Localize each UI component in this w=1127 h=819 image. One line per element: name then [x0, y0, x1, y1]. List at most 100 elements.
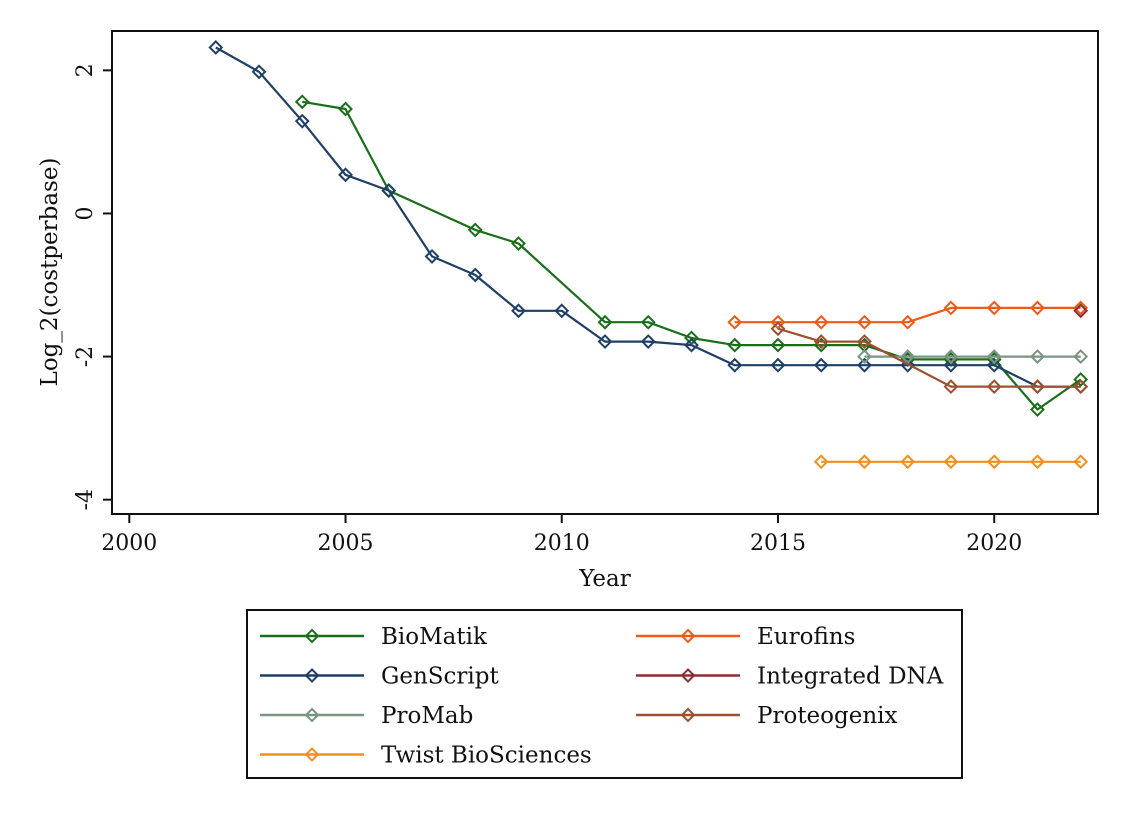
data-point [900, 314, 916, 330]
data-point [943, 349, 959, 364]
legend-label: Integrated DNA [757, 664, 944, 690]
data-point [986, 300, 1002, 316]
legend-item-genscript: GenScript [260, 664, 500, 690]
legend-item-eurofins: Eurofins [636, 624, 855, 650]
data-point [467, 222, 483, 238]
legend-label: BioMatik [381, 624, 488, 650]
data-point [943, 454, 959, 470]
legend-label: Proteogenix [757, 703, 898, 729]
series-eurofins [727, 300, 1089, 330]
data-point [1030, 402, 1045, 417]
y-tick-label: 2 [73, 63, 98, 77]
data-point [511, 303, 526, 319]
data-point [727, 314, 743, 330]
data-point [1073, 372, 1089, 387]
legend-label: Eurofins [757, 624, 855, 650]
data-point [857, 349, 872, 364]
series-line-eurofins [734, 306, 1081, 324]
legend-swatch-marker [304, 668, 320, 683]
series-proteogenix [770, 321, 1089, 395]
data-point [467, 267, 483, 283]
data-point [857, 454, 872, 470]
data-point [900, 454, 916, 470]
data-point [986, 379, 1002, 395]
series-integrated-dna [1073, 303, 1089, 319]
y-tick-label: 0 [73, 206, 98, 220]
data-point [813, 334, 829, 349]
data-point [511, 236, 526, 251]
data-point [1073, 349, 1089, 364]
legend-label: GenScript [381, 664, 500, 690]
x-tick-label: 2020 [966, 531, 1022, 556]
legend-item-integrated-dna: Integrated DNA [636, 664, 944, 690]
data-point [251, 64, 267, 80]
legend-item-biomatik: BioMatik [260, 624, 488, 650]
legend-swatch-marker [304, 707, 320, 723]
legend-swatch-marker [680, 707, 696, 723]
data-point [900, 349, 916, 364]
plot-frame [111, 30, 1099, 515]
data-point [424, 248, 440, 264]
data-point [294, 113, 310, 129]
data-point [770, 337, 786, 353]
data-point [986, 357, 1002, 373]
data-point [1073, 303, 1089, 319]
y-tick-label: -2 [73, 346, 98, 367]
data-point [1073, 379, 1089, 395]
data-point [943, 379, 959, 395]
series-genscript [208, 40, 1089, 395]
series-line-genscript [215, 46, 1081, 388]
data-point [943, 300, 959, 316]
data-point [857, 357, 872, 373]
data-point [1030, 300, 1045, 316]
data-point [381, 183, 397, 198]
data-point [554, 303, 570, 319]
data-point [770, 321, 786, 337]
data-point [813, 454, 829, 470]
legend-label: Twist BioSciences [381, 743, 592, 769]
series-line-biomatik [302, 100, 1082, 411]
data-point [813, 314, 829, 330]
data-point [294, 94, 310, 110]
legend-swatch-marker [304, 747, 320, 762]
data-point [338, 167, 353, 183]
data-point [986, 349, 1002, 364]
data-point [1073, 300, 1089, 316]
data-point [727, 337, 743, 353]
data-point [943, 357, 959, 373]
data-point [684, 330, 699, 346]
data-point [640, 334, 656, 349]
legend-swatch-marker [304, 628, 320, 644]
data-point [1030, 349, 1045, 364]
data-point [813, 357, 829, 373]
data-point [770, 314, 786, 330]
series-layer [208, 40, 1089, 470]
x-tick-label: 2010 [534, 531, 590, 556]
series-twist-biosciences [813, 454, 1089, 470]
data-point [1073, 454, 1089, 470]
y-tick-label: -4 [73, 489, 98, 510]
data-point [1030, 379, 1045, 395]
legend-swatch-marker [680, 628, 696, 644]
data-point [684, 337, 699, 353]
data-point [640, 314, 656, 330]
series-biomatik [294, 94, 1089, 417]
data-point [727, 357, 743, 373]
data-point [208, 40, 224, 55]
data-point [857, 334, 872, 349]
legend-item-proteogenix: Proteogenix [636, 703, 898, 729]
data-point [597, 334, 613, 349]
y-axis: -4 -2 0 2 [73, 31, 113, 514]
data-point [986, 454, 1002, 470]
legend-box [246, 609, 963, 779]
data-point [857, 314, 872, 330]
data-point [770, 357, 786, 373]
x-axis: 2000 2005 2010 2015 2020 [101, 513, 1098, 556]
y-axis-title: Log_2(costperbase) [37, 158, 63, 387]
data-point [338, 101, 353, 117]
data-point [1030, 454, 1045, 470]
x-tick-label: 2015 [750, 531, 806, 556]
x-tick-label: 2005 [318, 531, 374, 556]
legend: BioMatik Eurofins GenScript Integrated DNA P… [260, 624, 944, 769]
legend-item-twist-biosciences: Twist BioSciences [260, 743, 592, 769]
